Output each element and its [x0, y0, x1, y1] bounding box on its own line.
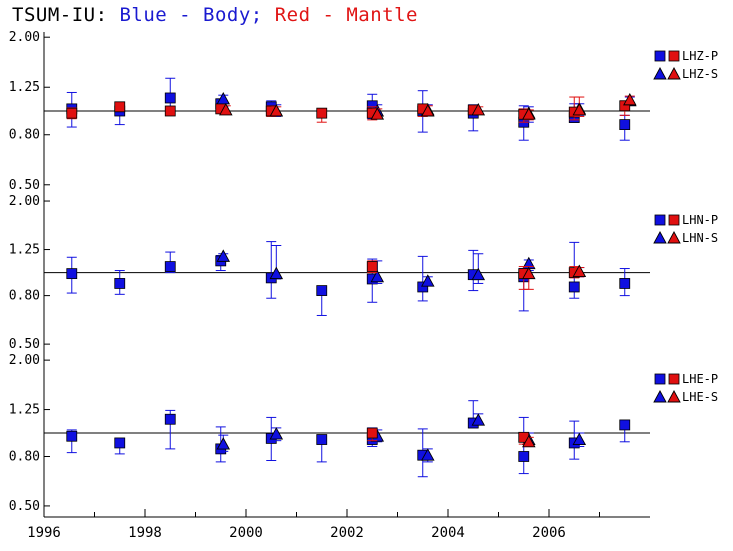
panel-1-ytick-label-2: 0.80 — [9, 289, 40, 304]
title-mantle-legend: Red - Mantle — [274, 4, 418, 26]
panel-1-legend-s-red-marker — [667, 231, 681, 244]
panel-2-series-0-point-2 — [164, 413, 176, 425]
panel-0-series-3-point-6 — [572, 102, 587, 116]
panel-0-ytick-label-1: 1.25 — [9, 80, 40, 95]
panel-2-series-0-point-5 — [316, 434, 328, 445]
panel-2-series-1-point-1 — [269, 427, 284, 440]
panel-2-ytick-label-0: 2.00 — [9, 353, 40, 368]
panel-2-ytick-label-2: 0.80 — [9, 449, 40, 464]
panel-0-series-3-point-4 — [471, 102, 486, 116]
panel-0-ytick-label-3: 0.50 — [9, 178, 40, 193]
panel-0-series-3-point-7 — [623, 92, 637, 106]
x-tick-label-0: 1996 — [27, 525, 61, 541]
panel-1-series-0-point-10 — [568, 281, 580, 293]
panel-2-series-1-point-3 — [421, 448, 435, 461]
panel-1-ytick-label-1: 1.25 — [9, 243, 40, 258]
panel-2-legend-s-label: LHE-S — [682, 390, 718, 404]
panel-2-series-0-point-11 — [619, 419, 631, 431]
panel-1-legend-s-label: LHN-S — [682, 231, 718, 245]
panel-0-series-2-point-1 — [114, 101, 126, 113]
panel-2-legend-s-red-marker — [667, 390, 681, 403]
panel-0-series-3-point-3 — [421, 104, 435, 117]
panel-0-series-2-point-5 — [316, 107, 328, 119]
title-body-legend: Blue - Body; — [119, 4, 263, 26]
chart-title: TSUM-IU: Blue - Body; Red - Mantle — [12, 4, 418, 26]
panel-1-series-1-point-0 — [216, 249, 231, 262]
panel-2-series-0-point-0 — [66, 430, 78, 442]
panel-1-ytick-label-3: 0.50 — [9, 337, 40, 352]
panel-0-ytick-label-2: 0.80 — [9, 128, 40, 143]
panel-1-series-1-point-3 — [421, 274, 435, 287]
panel-0-series-0-point-2 — [164, 92, 176, 104]
title-station: TSUM-IU: — [12, 4, 108, 26]
x-tick-label-1: 1998 — [128, 525, 162, 541]
x-tick-label-5: 2006 — [532, 525, 566, 541]
panel-2-series-0-point-1 — [114, 437, 126, 449]
panel-0-legend-s-label: LHZ-S — [682, 67, 718, 81]
panel-1-series-0-point-7 — [417, 281, 429, 293]
panel-1-series-0-point-1 — [114, 278, 126, 289]
panel-0-legend-s-blue-marker — [653, 67, 667, 80]
panel-2-series-2-point-0 — [366, 427, 378, 439]
panel-2-ytick-label-3: 0.50 — [9, 499, 40, 514]
panel-2-series-1-point-6 — [572, 432, 587, 445]
panel-0-ytick-label-0: 2.00 — [9, 30, 40, 45]
panel-1-series-0-point-2 — [164, 261, 176, 272]
panel-0-series-0-point-10 — [619, 119, 631, 130]
panel-0-legend-p-label: LHZ-P — [682, 49, 718, 63]
panel-2-legend-s-blue-marker — [653, 390, 667, 403]
panel-1-series-2-point-0 — [366, 261, 378, 272]
panel-1-series-1-point-2 — [370, 269, 385, 283]
panel-1-series-0-point-5 — [316, 285, 328, 296]
panel-1-series-1-point-1 — [269, 266, 284, 280]
x-tick-label-2: 2000 — [229, 525, 263, 541]
panel-0-series-2-point-11 — [619, 100, 631, 112]
x-tick-label-4: 2004 — [431, 525, 465, 541]
panel-0-series-3-point-1 — [269, 104, 284, 117]
panel-2-legend-p-red-marker — [668, 373, 680, 385]
panel-2-series-0-point-9 — [518, 451, 530, 462]
panel-0-series-2-point-0 — [66, 107, 78, 119]
x-tick-label-3: 2002 — [330, 525, 364, 541]
panel-2-ytick-label-1: 1.25 — [9, 403, 40, 418]
panel-2-legend-p-blue-marker — [654, 373, 666, 385]
panel-0-legend-p-blue-marker — [654, 50, 666, 62]
panel-0-series-3-point-5 — [522, 107, 536, 120]
panel-1-ytick-label-0: 2.00 — [9, 194, 40, 209]
panel-1-series-3-point-1 — [572, 264, 587, 278]
panel-0-series-3-point-0 — [219, 102, 233, 116]
panel-0-series-2-point-2 — [164, 105, 176, 117]
panel-1-legend-s-blue-marker — [653, 231, 667, 244]
panel-1-series-0-point-0 — [66, 268, 78, 280]
panel-2-legend-p-label: LHE-P — [682, 372, 718, 386]
panel-0-legend-s-red-marker — [667, 67, 681, 80]
panel-0-legend-p-red-marker — [668, 50, 680, 62]
panel-1-series-1-point-4 — [471, 267, 486, 281]
panel-1-legend-p-blue-marker — [654, 214, 666, 226]
panel-2-series-3-point-0 — [522, 434, 536, 448]
panel-1-series-0-point-11 — [619, 278, 631, 289]
panel-1-legend-p-red-marker — [668, 214, 680, 226]
panel-1-legend-p-label: LHN-P — [682, 213, 718, 227]
panel-0-series-3-point-2 — [370, 107, 385, 120]
panel-2-series-1-point-0 — [216, 437, 231, 450]
panel-1-series-3-point-0 — [522, 266, 536, 280]
panel-2-series-1-point-4 — [471, 413, 486, 426]
